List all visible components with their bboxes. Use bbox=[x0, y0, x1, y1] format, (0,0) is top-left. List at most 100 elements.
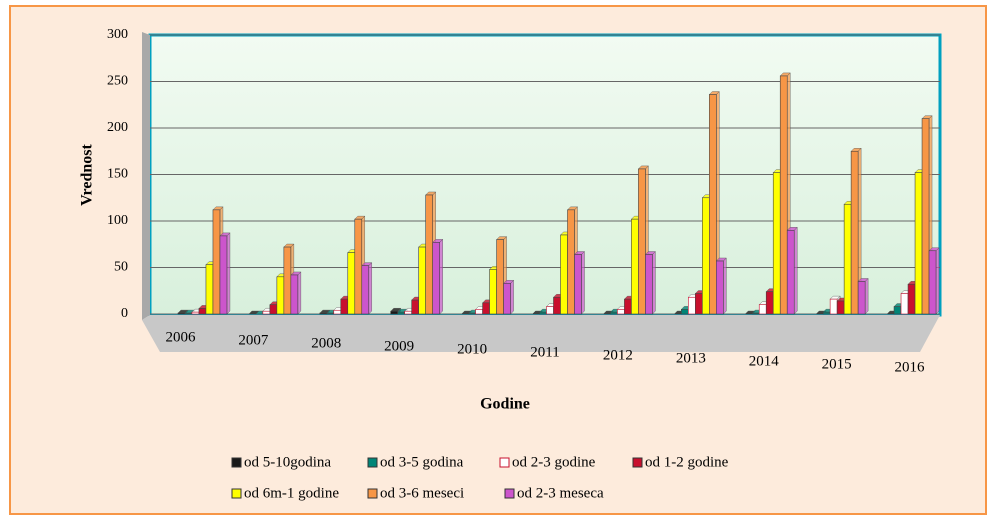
bar bbox=[560, 234, 568, 315]
bar bbox=[822, 311, 831, 315]
bar-side bbox=[581, 250, 585, 315]
bar bbox=[468, 312, 476, 315]
y-axis-title: Vrednost bbox=[79, 144, 96, 206]
bar bbox=[212, 209, 221, 315]
bar-side bbox=[368, 262, 372, 315]
bar bbox=[850, 150, 859, 315]
x-tick-label: 2012 bbox=[603, 347, 633, 363]
bar bbox=[354, 218, 363, 315]
bar bbox=[276, 276, 285, 315]
bar bbox=[283, 246, 292, 315]
legend-label: od 2-3 godine bbox=[512, 454, 596, 470]
x-axis-title: Godine bbox=[480, 396, 530, 413]
y-tick-label: 50 bbox=[114, 260, 128, 275]
bar bbox=[191, 311, 200, 315]
bar bbox=[836, 300, 845, 315]
bar bbox=[411, 299, 419, 315]
bar bbox=[765, 291, 774, 315]
bar bbox=[198, 308, 207, 315]
bar bbox=[702, 197, 710, 315]
bar bbox=[857, 281, 866, 315]
bar-side bbox=[794, 226, 798, 315]
bar bbox=[928, 250, 937, 315]
bar bbox=[772, 172, 781, 315]
bar bbox=[404, 310, 412, 315]
bar bbox=[645, 254, 653, 315]
bar bbox=[681, 309, 689, 315]
bar bbox=[326, 312, 335, 315]
bar-side bbox=[723, 257, 727, 315]
legend-swatch bbox=[504, 488, 515, 499]
bar bbox=[482, 302, 490, 315]
x-tick-label: 2015 bbox=[822, 356, 852, 372]
bar bbox=[829, 298, 838, 315]
bar bbox=[638, 168, 646, 315]
bar bbox=[205, 264, 214, 315]
bar bbox=[900, 293, 909, 315]
legend-swatch bbox=[367, 488, 378, 499]
bar bbox=[617, 309, 625, 315]
x-tick-label: 2006 bbox=[165, 329, 196, 345]
bar-side bbox=[510, 279, 514, 315]
bar bbox=[539, 311, 547, 315]
legend-label: od 1-2 godine bbox=[645, 454, 729, 470]
x-tick-label: 2007 bbox=[238, 332, 269, 348]
bar bbox=[184, 312, 193, 315]
bar bbox=[319, 312, 328, 315]
bar bbox=[574, 254, 582, 315]
bar bbox=[397, 311, 405, 315]
legend-swatch bbox=[231, 488, 242, 499]
x-tick-label: 2016 bbox=[895, 359, 926, 375]
floor bbox=[142, 315, 940, 352]
x-tick-label: 2009 bbox=[384, 338, 414, 354]
bar bbox=[779, 75, 788, 315]
side-wall bbox=[142, 32, 150, 320]
bar bbox=[340, 298, 349, 315]
bar bbox=[567, 209, 575, 315]
bar-side bbox=[226, 232, 231, 315]
bar bbox=[418, 246, 426, 315]
y-tick-label: 0 bbox=[121, 306, 128, 321]
legend-label: od 3-5 godina bbox=[380, 454, 464, 470]
bar-side bbox=[864, 277, 869, 315]
bar bbox=[786, 230, 795, 315]
legend-label: od 3-6 meseci bbox=[380, 485, 464, 501]
bar bbox=[716, 260, 724, 315]
bar bbox=[269, 304, 278, 315]
bar bbox=[631, 218, 639, 315]
bar bbox=[921, 118, 930, 315]
x-tick-label: 2013 bbox=[676, 350, 706, 366]
bar bbox=[546, 306, 554, 315]
bar bbox=[177, 312, 186, 315]
legend-label: od 5-10godina bbox=[244, 454, 331, 470]
y-tick-label: 150 bbox=[107, 167, 128, 182]
bar bbox=[758, 304, 767, 315]
bar bbox=[914, 172, 923, 315]
bar-side bbox=[935, 247, 940, 315]
bar bbox=[610, 311, 618, 315]
bar bbox=[361, 265, 370, 315]
legend-label: od 6m-1 godine bbox=[244, 485, 339, 501]
legend-label: od 2-3 meseca bbox=[517, 485, 604, 501]
bar bbox=[432, 242, 440, 315]
bar bbox=[907, 283, 916, 315]
bar bbox=[751, 312, 760, 315]
bar bbox=[262, 310, 271, 315]
bar bbox=[475, 309, 483, 315]
bar bbox=[390, 310, 398, 315]
bar bbox=[709, 94, 717, 315]
bar-side bbox=[297, 271, 302, 315]
bar bbox=[503, 283, 511, 315]
bar bbox=[425, 194, 433, 315]
bar bbox=[688, 296, 696, 315]
legend-swatch bbox=[231, 457, 242, 468]
bar-side bbox=[652, 250, 656, 315]
bar bbox=[496, 239, 504, 315]
legend-swatch bbox=[367, 457, 378, 468]
bar bbox=[624, 298, 632, 315]
x-tick-label: 2014 bbox=[749, 353, 780, 369]
bar bbox=[333, 309, 342, 315]
x-tick-label: 2011 bbox=[530, 344, 559, 360]
